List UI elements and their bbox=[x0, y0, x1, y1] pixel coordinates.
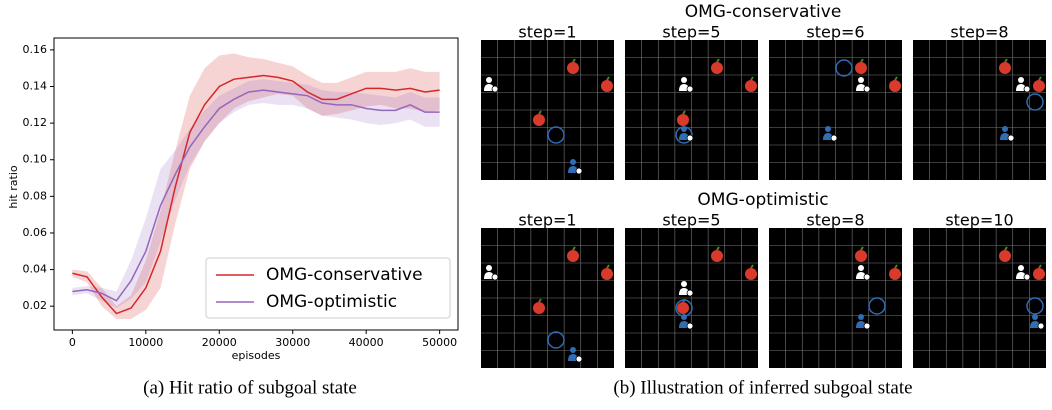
agent-badge bbox=[864, 86, 870, 92]
figure: (a) Hit ratio of subgoal state (b) Illus… bbox=[0, 0, 1052, 406]
y-tick-label: 0.02 bbox=[23, 299, 48, 312]
x-tick-label: 10000 bbox=[128, 336, 163, 349]
panel-title: step=8 bbox=[950, 23, 1008, 42]
apple bbox=[855, 250, 867, 262]
y-tick-label: 0.10 bbox=[23, 153, 48, 166]
y-tick-label: 0.08 bbox=[23, 189, 48, 202]
x-axis-label: episodes bbox=[232, 349, 281, 362]
agent-badge bbox=[687, 135, 693, 141]
agent-head bbox=[1032, 314, 1038, 320]
apple bbox=[855, 62, 867, 74]
agent-head bbox=[681, 126, 687, 132]
y-tick-label: 0.06 bbox=[23, 226, 48, 239]
apple bbox=[999, 250, 1011, 262]
apple bbox=[999, 62, 1011, 74]
agent-badge bbox=[831, 135, 837, 141]
agent-badge bbox=[687, 86, 693, 92]
apple bbox=[677, 302, 689, 314]
apple bbox=[567, 62, 579, 74]
agent-badge bbox=[1024, 274, 1030, 280]
apple bbox=[601, 80, 613, 92]
agent-head bbox=[858, 314, 864, 320]
grid-panel bbox=[625, 40, 758, 180]
agent-head bbox=[486, 265, 492, 271]
agent-head bbox=[825, 126, 831, 132]
agent-head bbox=[570, 159, 576, 165]
apple bbox=[745, 80, 757, 92]
panel-title: step=5 bbox=[662, 211, 720, 230]
apple bbox=[1033, 268, 1045, 280]
agent-badge bbox=[864, 323, 870, 329]
panel-title: step=8 bbox=[806, 211, 864, 230]
grid-panel bbox=[769, 228, 902, 368]
legend-label: OMG-optimistic bbox=[266, 292, 397, 312]
panel-title: step=10 bbox=[945, 211, 1013, 230]
apple bbox=[889, 80, 901, 92]
y-tick-label: 0.16 bbox=[23, 43, 48, 56]
apple bbox=[1033, 80, 1045, 92]
y-axis-label: hit ratio bbox=[7, 165, 20, 208]
panel-title: step=5 bbox=[662, 23, 720, 42]
y-tick-label: 0.04 bbox=[23, 263, 48, 276]
agent-badge bbox=[864, 274, 870, 280]
caption: (a) Hit ratio of subgoal state bbox=[143, 377, 357, 398]
agent-head bbox=[681, 314, 687, 320]
agent-badge bbox=[492, 274, 498, 280]
agent-badge bbox=[1038, 323, 1044, 329]
apple bbox=[711, 62, 723, 74]
apple bbox=[533, 114, 545, 126]
panel-title: step=1 bbox=[518, 23, 576, 42]
agent-badge bbox=[1024, 86, 1030, 92]
panel-title: step=6 bbox=[806, 23, 864, 42]
agent-head bbox=[570, 347, 576, 353]
agent-badge bbox=[576, 356, 582, 362]
agent-head bbox=[681, 77, 687, 83]
grid-panel bbox=[481, 40, 614, 180]
x-tick-label: 0 bbox=[69, 336, 76, 349]
agent-head bbox=[1002, 126, 1008, 132]
apple bbox=[567, 250, 579, 262]
x-tick-label: 20000 bbox=[202, 336, 237, 349]
row-title: OMG-conservative bbox=[685, 2, 842, 22]
x-tick-label: 50000 bbox=[422, 336, 457, 349]
apple bbox=[745, 268, 757, 280]
agent-badge bbox=[687, 290, 693, 296]
caption: (b) Illustration of inferred subgoal sta… bbox=[613, 377, 912, 398]
agent-head bbox=[858, 265, 864, 271]
agent-badge bbox=[687, 323, 693, 329]
x-tick-label: 40000 bbox=[349, 336, 384, 349]
y-tick-label: 0.12 bbox=[23, 116, 48, 129]
apple bbox=[889, 268, 901, 280]
grid-panel bbox=[769, 40, 902, 180]
apple bbox=[711, 250, 723, 262]
agent-head bbox=[1018, 265, 1024, 271]
grid-panel bbox=[625, 228, 758, 368]
row-title: OMG-optimistic bbox=[697, 190, 828, 210]
agent-head bbox=[858, 77, 864, 83]
apple bbox=[533, 302, 545, 314]
agent-head bbox=[681, 281, 687, 287]
agent-head bbox=[1018, 77, 1024, 83]
agent-head bbox=[486, 77, 492, 83]
grid-panel bbox=[481, 228, 614, 368]
x-tick-label: 30000 bbox=[275, 336, 310, 349]
agent-badge bbox=[492, 86, 498, 92]
agent-badge bbox=[576, 168, 582, 174]
panel-title: step=1 bbox=[518, 211, 576, 230]
grid-panel bbox=[913, 40, 1046, 180]
apple bbox=[601, 268, 613, 280]
y-tick-label: 0.14 bbox=[23, 80, 48, 93]
apple bbox=[677, 114, 689, 126]
agent-badge bbox=[1008, 135, 1014, 141]
grid-panel bbox=[913, 228, 1046, 368]
legend-label: OMG-conservative bbox=[266, 265, 423, 285]
